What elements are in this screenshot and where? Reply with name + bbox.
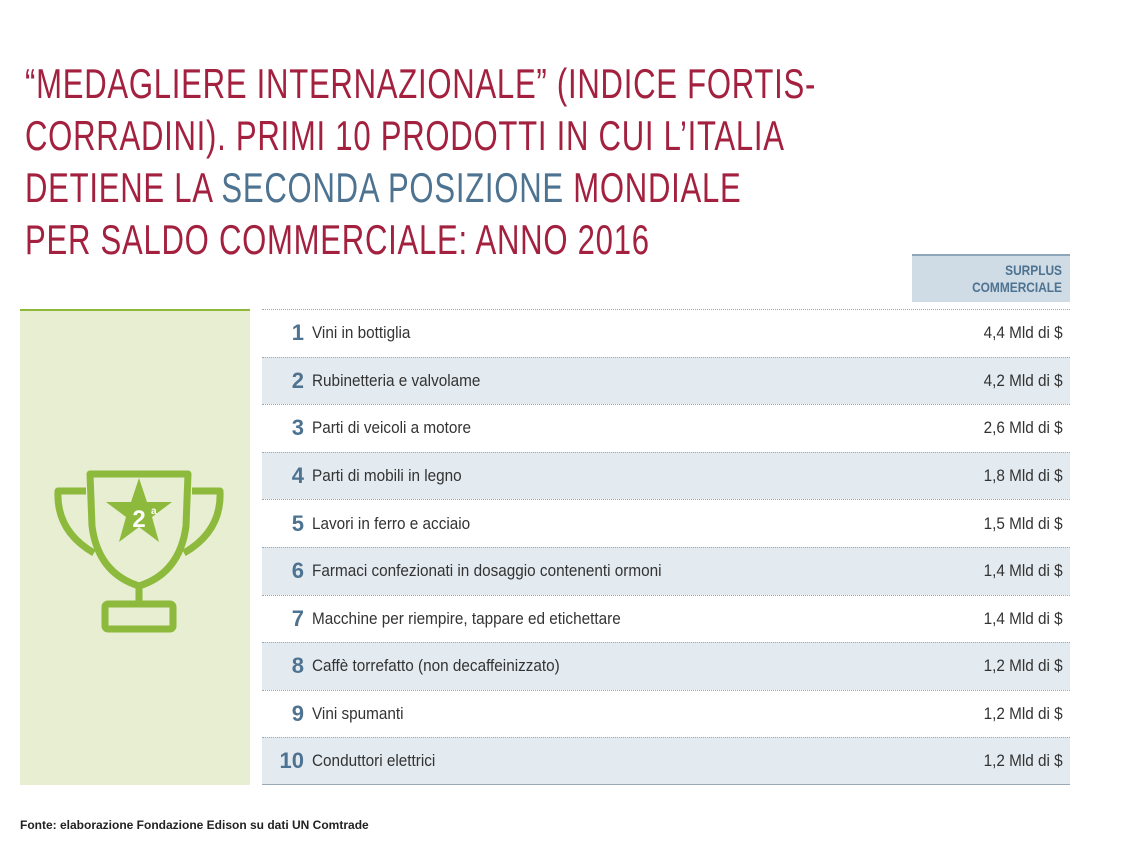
product: Farmaci confezionati in dosaggio contene…: [312, 561, 662, 581]
rank: 1: [291, 320, 304, 346]
rank: 7: [291, 605, 304, 631]
surplus: 1,2 Mld di $: [983, 704, 1063, 724]
table-row: 9 Vini spumanti 1,2 Mld di $: [262, 689, 1070, 738]
product: Vini spumanti: [312, 704, 404, 724]
table: 1 Vini in bottiglia 4,4 Mld di $ 2 Rubinette…: [262, 309, 1070, 785]
product: Macchine per riempire, tappare ed etiche…: [312, 608, 621, 628]
title-line: “MEDAGLIERE INTERNAZIONALE” (INDICE FORT…: [25, 60, 817, 107]
rank: 9: [291, 701, 304, 727]
surplus: 1,5 Mld di $: [983, 513, 1063, 533]
product: Parti di mobili in legno: [312, 466, 462, 486]
product: Caffè torrefatto (non decaffeinizzato): [312, 656, 560, 676]
product: Vini in bottiglia: [312, 323, 411, 343]
badge-number: 2: [132, 506, 145, 533]
table-row: 4 Parti di mobili in legno 1,8 Mld di $: [262, 451, 1070, 500]
rank: 3: [291, 415, 304, 441]
surplus: 1,8 Mld di $: [983, 466, 1063, 486]
title-text: DETIENE LA: [25, 164, 213, 211]
trophy: 2 a: [54, 470, 224, 633]
surplus: 4,2 Mld di $: [983, 370, 1063, 390]
title-line: PER SALDO COMMERCIALE: ANNO 2016: [25, 216, 650, 263]
product: Rubinetteria e valvolame: [312, 370, 481, 390]
table-row: 10 Conduttori elettrici 1,2 Mld di $: [262, 737, 1070, 785]
table-row: 6 Farmaci confezionati in dosaggio conten…: [262, 546, 1070, 595]
title: “MEDAGLIERE INTERNAZIONALE” (INDICE FORT…: [25, 58, 987, 266]
table-row: 7 Macchine per riempire, tappare ed etich…: [262, 594, 1070, 643]
product: Lavori in ferro e acciaio: [312, 513, 471, 533]
table-row: 3 Parti di veicoli a motore 2,6 Mld di $: [262, 404, 1070, 452]
surplus: 1,4 Mld di $: [983, 561, 1063, 581]
rank: 2: [291, 367, 304, 393]
surplus: 4,4 Mld di $: [983, 323, 1063, 343]
table-row: 2 Rubinetteria e valvolame 4,2 Mld di $: [262, 356, 1070, 405]
table-row: 1 Vini in bottiglia 4,4 Mld di $: [262, 309, 1070, 357]
surplus: 1,2 Mld di $: [983, 751, 1063, 771]
header-text: SURPLUS COMMERCIALE: [972, 262, 1062, 295]
rank: 6: [291, 558, 304, 584]
title-line: DETIENE LA SECONDA POSIZIONE MONDIALE: [25, 162, 987, 214]
surplus: 1,4 Mld di $: [983, 608, 1063, 628]
rank: 10: [279, 748, 304, 774]
column-header: SURPLUS COMMERCIALE: [912, 254, 1070, 302]
rank: 4: [291, 463, 304, 489]
title-line: CORRADINI). PRIMI 10 PRODOTTI IN CUI L’I…: [25, 112, 785, 159]
surplus: 2,6 Mld di $: [983, 418, 1063, 438]
source: Fonte: elaborazione Fondazione Edison su…: [20, 818, 369, 832]
title-text: MONDIALE: [573, 164, 742, 211]
table-row: 5 Lavori in ferro e acciaio 1,5 Mld di $: [262, 499, 1070, 547]
badge-suffix: a: [151, 506, 157, 517]
rank: 8: [291, 653, 304, 679]
product: Parti di veicoli a motore: [312, 418, 472, 438]
title-highlight: SECONDA POSIZIONE: [221, 164, 564, 211]
table-row: 8 Caffè torrefatto (non decaffeinizzato) 1…: [262, 642, 1070, 690]
product: Conduttori elettrici: [312, 751, 436, 771]
surplus: 1,2 Mld di $: [983, 656, 1063, 676]
trophy-panel: 2 a: [20, 309, 250, 785]
rank: 5: [291, 510, 304, 536]
